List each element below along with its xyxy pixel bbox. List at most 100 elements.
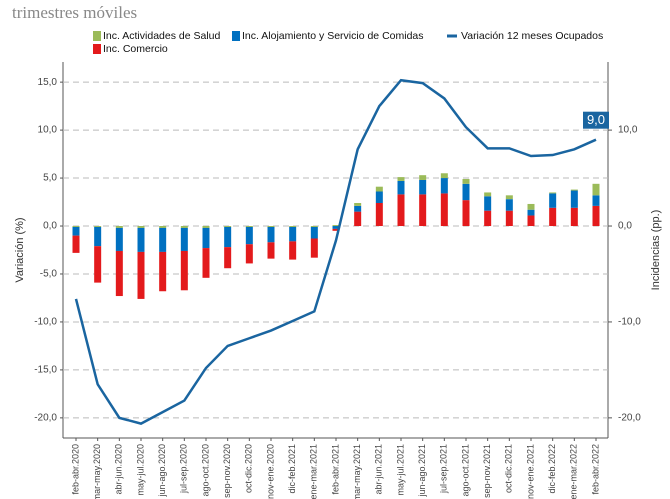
bar (419, 175, 427, 180)
chart-title: trimestres móviles (12, 3, 137, 22)
bar (592, 183, 600, 196)
bar (224, 226, 232, 248)
x-tick-label: may-jul.2021 (395, 444, 405, 496)
bar (505, 199, 513, 211)
bar (354, 211, 362, 227)
y2-tick-label: -20,0 (618, 412, 641, 423)
bar (180, 227, 188, 251)
bar (484, 196, 492, 211)
bar (245, 226, 253, 245)
bar (224, 226, 232, 227)
bar (440, 193, 448, 227)
bar (375, 186, 383, 192)
x-tick-label: jul-sep.2021 (439, 444, 449, 494)
x-tick-label: ago-oct.2020 (200, 444, 210, 497)
x-tick-label: feb-abr.2022 (590, 444, 600, 495)
bar (375, 203, 383, 227)
bar (180, 226, 188, 228)
bar (267, 226, 275, 243)
bar (505, 195, 513, 200)
x-tick-label: mar-may.2021 (352, 444, 362, 499)
bar (570, 207, 578, 227)
line (74, 78, 597, 425)
x-tick-label: feb-abr.2020 (70, 444, 80, 495)
y-tick-label: 0,0 (43, 221, 57, 232)
bar (180, 250, 188, 291)
bar (224, 247, 232, 269)
x-tick-label: nov-ene.2021 (525, 444, 535, 499)
bar (137, 251, 145, 299)
y-tick-label: -15,0 (34, 365, 57, 376)
bar (310, 226, 318, 239)
legend-label: Inc. Actividades de Salud (103, 30, 220, 42)
y2-tick-label: 10,0 (618, 125, 638, 136)
x-tick-label: may-jul.2020 (135, 444, 145, 496)
bar (527, 203, 535, 210)
value-label: 9,0 (587, 112, 605, 127)
bar (159, 251, 167, 292)
legend-swatch (93, 31, 101, 41)
x-tick-label: nov-ene.2020 (265, 444, 275, 499)
bar (484, 210, 492, 227)
y-tick-label: 5,0 (43, 173, 57, 184)
bar (289, 226, 297, 242)
bar (289, 226, 297, 227)
bar (115, 226, 123, 228)
x-tick-label: dic-feb.2022 (547, 444, 557, 494)
bar (440, 178, 448, 194)
bar (332, 226, 340, 229)
legend-swatch (232, 31, 240, 41)
bar (527, 215, 535, 227)
bar (354, 205, 362, 212)
bar (137, 226, 145, 228)
x-tick-label: abr-jun.2021 (374, 444, 384, 495)
bar (462, 200, 470, 227)
bar (159, 226, 167, 228)
y-tick-label: -5,0 (40, 269, 58, 280)
bar (419, 179, 427, 195)
bar (462, 183, 470, 201)
bar (397, 177, 405, 181)
y2-axis-label: Incidencias (pp.) (650, 210, 662, 291)
bar (72, 226, 80, 236)
bar (202, 227, 210, 249)
x-tick-label: ene-mar.2022 (569, 444, 579, 499)
bar (267, 242, 275, 259)
y-axis-label: Variación (%) (14, 217, 26, 282)
x-tick-label: jun-ago.2020 (157, 444, 167, 498)
bar (549, 207, 557, 227)
bar (592, 195, 600, 206)
bar (245, 244, 253, 264)
bar (289, 241, 297, 260)
y-tick-label: 15,0 (38, 77, 58, 88)
x-tick-label: dic-feb.2021 (287, 444, 297, 494)
bar (440, 173, 448, 179)
bar (527, 209, 535, 216)
x-tick-label: abr-jun.2020 (114, 444, 124, 495)
bar (94, 226, 102, 247)
y2-tick-label: -10,0 (618, 317, 641, 328)
bar (570, 190, 578, 208)
bar (462, 179, 470, 184)
value-label-box (583, 111, 609, 129)
bar (570, 189, 578, 191)
bar (72, 235, 80, 253)
x-tick-label: jul-sep.2020 (179, 444, 189, 494)
bar (354, 203, 362, 206)
bar (267, 226, 275, 227)
bar (310, 226, 318, 227)
y2-tick-label: 0,0 (618, 221, 632, 232)
bar (94, 226, 102, 227)
x-tick-label: sep-nov.2021 (482, 444, 492, 498)
legend-swatch (93, 44, 101, 54)
bar (505, 210, 513, 227)
x-tick-label: oct-dic.2021 (504, 444, 514, 493)
legend-label: Inc. Alojamiento y Servicio de Comidas (242, 30, 424, 42)
bar (397, 180, 405, 195)
bar (419, 194, 427, 227)
bar (592, 205, 600, 227)
bar (332, 228, 340, 231)
bar (115, 250, 123, 297)
